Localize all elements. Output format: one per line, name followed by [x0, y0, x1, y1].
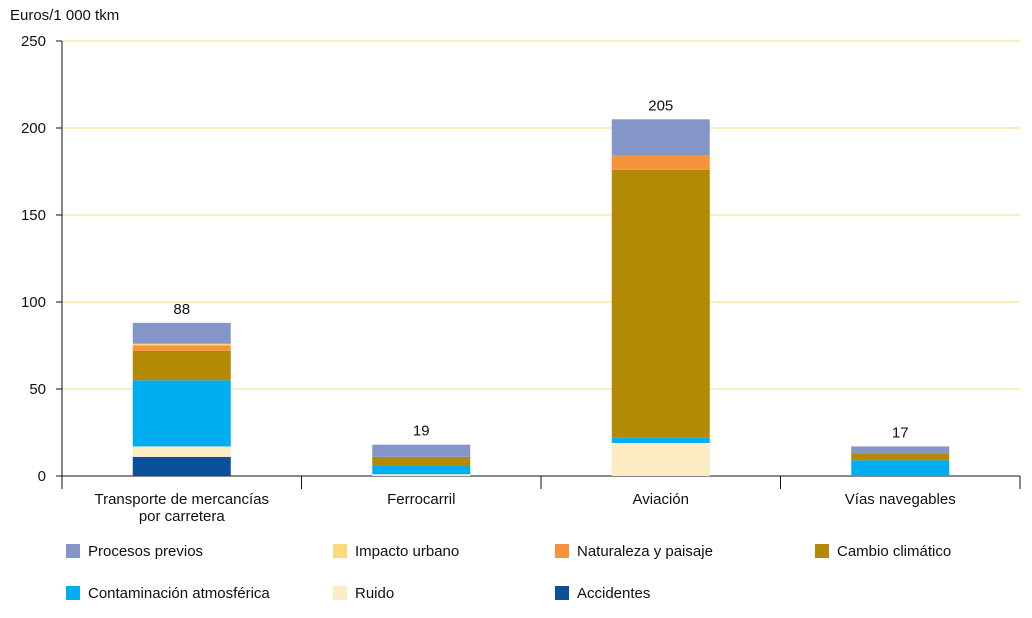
legend-label: Contaminación atmosférica — [88, 585, 270, 602]
x-category-label: Aviación — [633, 491, 689, 508]
y-tick-label: 50 — [29, 381, 46, 398]
bar-segment — [611, 119, 710, 156]
legend-swatch — [66, 586, 80, 600]
y-tick-label: 200 — [21, 120, 46, 137]
bar-total-label: 17 — [892, 424, 909, 441]
bar-segment — [611, 155, 710, 170]
legend-swatch — [815, 544, 829, 558]
legend: Procesos previos Impacto urbano Naturaleza… — [66, 543, 951, 602]
bar-segment — [132, 456, 231, 476]
bar-segment — [851, 460, 950, 476]
bar-segment — [132, 343, 231, 346]
bar-segment — [372, 474, 471, 476]
grid-lines — [62, 40, 1020, 390]
y-tick-label: 100 — [21, 294, 46, 311]
bar-segment — [611, 437, 710, 443]
bar-segment — [132, 446, 231, 457]
bars — [132, 119, 950, 476]
labels: 88 19 205 17 — [173, 97, 908, 441]
bar-total-label: 205 — [648, 97, 673, 114]
bar-segment — [851, 453, 950, 461]
legend-label: Impacto urbano — [355, 543, 459, 560]
x-category-label: por carretera — [139, 508, 226, 525]
bar-total-label: 19 — [413, 423, 430, 440]
legend-swatch — [555, 544, 569, 558]
bar-segment — [372, 456, 471, 466]
y-tick-label: 150 — [21, 207, 46, 224]
legend-label: Cambio climático — [837, 543, 951, 560]
bar-segment — [372, 465, 471, 475]
bar-segment — [372, 444, 471, 457]
bar-segment — [132, 380, 231, 447]
legend-label: Accidentes — [577, 585, 650, 602]
bar-segment — [132, 350, 231, 381]
x-category-label: Vías navegables — [845, 491, 956, 508]
bar-segment — [132, 345, 231, 351]
bar-segment — [851, 446, 950, 454]
legend-label: Ruido — [355, 585, 394, 602]
bar-segment — [132, 322, 231, 344]
axes: 0 50 100 150 200 250 Transporte de mercancíasp… — [21, 33, 1021, 525]
legend-label: Procesos previos — [88, 543, 203, 560]
legend-swatch — [555, 586, 569, 600]
y-axis-title: Euros/1 000 tkm — [10, 7, 119, 24]
bar-total-label: 88 — [173, 301, 190, 318]
legend-swatch — [66, 544, 80, 558]
bar-segment — [611, 442, 710, 476]
y-tick-label: 250 — [21, 33, 46, 50]
bar-segment — [611, 169, 710, 438]
x-category-label: Ferrocarril — [387, 491, 455, 508]
legend-label: Naturaleza y paisaje — [577, 543, 713, 560]
legend-swatch — [333, 586, 347, 600]
y-tick-label: 0 — [38, 468, 46, 485]
x-category-label: Transporte de mercancías — [94, 491, 269, 508]
legend-swatch — [333, 544, 347, 558]
